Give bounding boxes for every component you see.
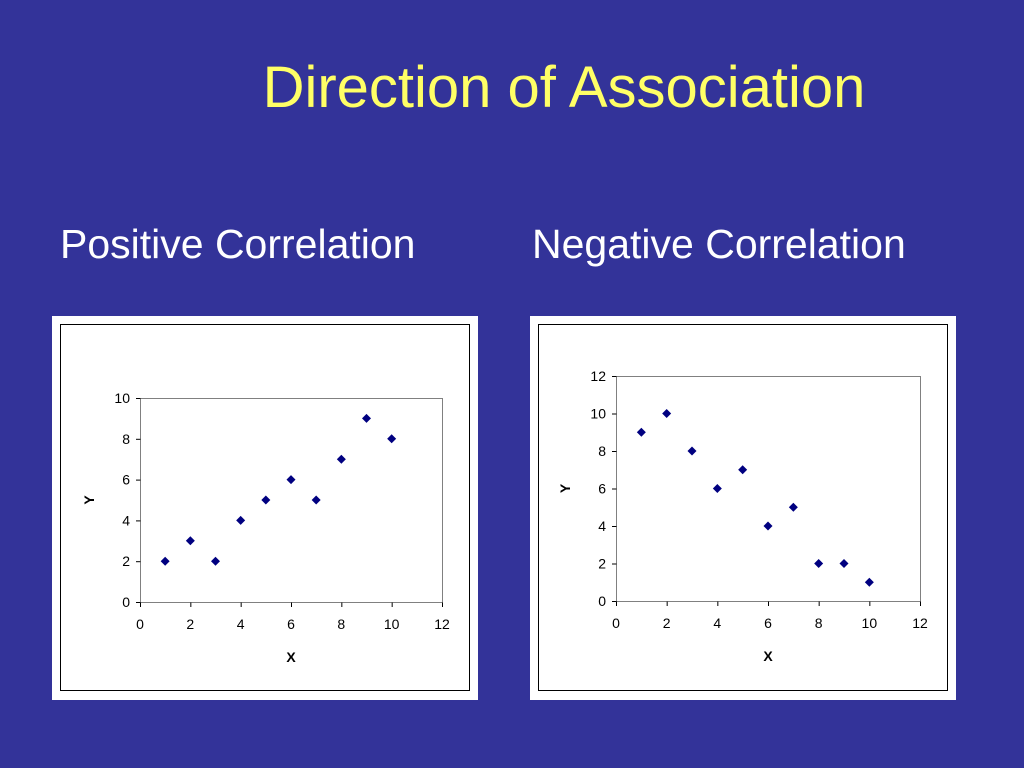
data-point (261, 495, 271, 505)
y-tick-label: 8 (122, 431, 130, 447)
data-point (814, 559, 824, 568)
x-tick-label: 2 (663, 615, 671, 631)
x-tick-label: 10 (862, 615, 878, 631)
positive-correlation-heading: Positive Correlation (60, 221, 416, 267)
y-tick-label: 12 (590, 368, 606, 384)
data-point (362, 413, 371, 423)
slide-title: Direction of Association (262, 55, 866, 120)
y-tick-label: 8 (598, 443, 606, 459)
x-tick-label: 4 (237, 616, 245, 632)
x-tick-label: 2 (186, 616, 194, 632)
data-point (839, 559, 849, 568)
negative-scatter-plot: 0 2 4 6 8 10 12 0 2 4 6 8 10 12 X Y (538, 324, 948, 691)
data-point (336, 454, 346, 464)
data-point (763, 521, 773, 531)
data-point (788, 502, 798, 512)
x-axis-title: X (286, 649, 296, 665)
y-tick-label: 6 (122, 472, 130, 488)
y-tick-label: 0 (598, 593, 606, 609)
x-axis-title: X (763, 648, 773, 664)
data-point (636, 427, 646, 437)
data-point (738, 465, 748, 475)
data-point (236, 515, 246, 525)
y-tick-label: 0 (122, 594, 130, 610)
x-tick-label: 4 (713, 615, 721, 631)
x-tick-label: 0 (136, 616, 144, 632)
y-tick-label: 2 (598, 556, 606, 572)
y-axis-title: Y (81, 495, 97, 505)
x-tick-label: 6 (287, 616, 295, 632)
y-tick-label: 4 (598, 518, 606, 534)
y-tick-label: 10 (114, 390, 130, 406)
x-tick-label: 12 (434, 616, 450, 632)
data-point (387, 434, 397, 444)
data-point (286, 475, 296, 485)
y-tick-label: 6 (598, 481, 606, 497)
negative-correlation-heading: Negative Correlation (532, 221, 906, 267)
data-point (687, 446, 697, 456)
y-tick-label: 10 (590, 406, 606, 422)
positive-scatter-plot: 0 2 4 6 8 10 0 2 4 6 8 10 12 X Y (60, 324, 470, 691)
x-tick-label: 8 (337, 616, 345, 632)
positive-correlation-chart: 0 2 4 6 8 10 0 2 4 6 8 10 12 X Y (52, 316, 478, 700)
x-tick-label: 0 (612, 615, 620, 631)
x-tick-label: 10 (384, 616, 400, 632)
y-tick-label: 4 (122, 512, 130, 528)
data-point (662, 409, 672, 418)
chart-area-border (60, 324, 470, 691)
data-point (864, 577, 874, 587)
y-axis-title: Y (557, 483, 573, 493)
data-point (712, 484, 722, 493)
x-tick-label: 12 (912, 615, 928, 631)
data-point (185, 536, 195, 546)
x-tick-label: 6 (764, 615, 772, 631)
plot-area (616, 376, 921, 602)
x-tick-label: 8 (815, 615, 823, 631)
y-tick-label: 2 (122, 553, 130, 569)
data-point (311, 495, 321, 505)
chart-area-border (538, 324, 948, 691)
data-point (211, 556, 220, 566)
data-point (160, 556, 170, 566)
plot-area (140, 398, 443, 603)
negative-correlation-chart: 0 2 4 6 8 10 12 0 2 4 6 8 10 12 X Y (530, 316, 956, 700)
